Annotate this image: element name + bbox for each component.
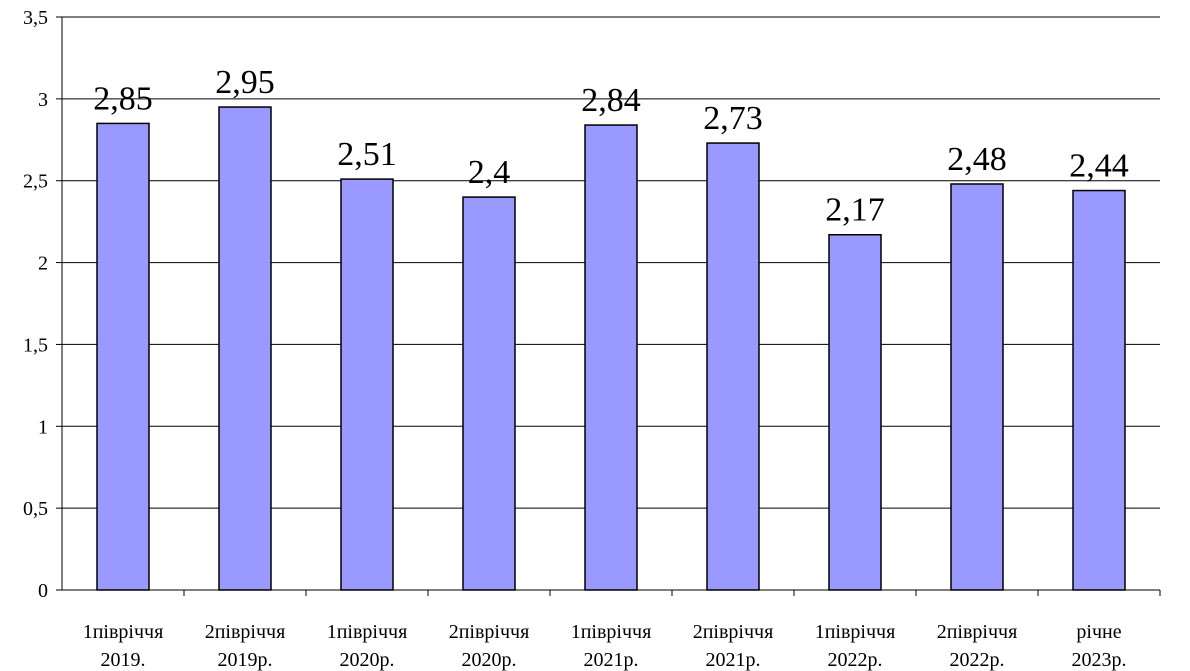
x-category-label: 2020р. <box>340 649 395 671</box>
data-label: 2,48 <box>947 141 1007 178</box>
y-tick-label: 1,5 <box>23 334 48 356</box>
data-label: 2,4 <box>468 154 511 191</box>
y-tick-label: 0,5 <box>23 498 48 520</box>
x-category-label: 2півріччя <box>449 621 530 643</box>
x-category-label: 2019. <box>101 649 146 671</box>
y-tick-label: 1 <box>38 416 48 438</box>
data-label: 2,95 <box>215 64 275 101</box>
bar <box>340 178 394 591</box>
bar <box>462 196 516 591</box>
bar <box>1072 189 1126 591</box>
data-label: 2,44 <box>1069 148 1129 185</box>
x-category-label: 2півріччя <box>205 621 286 643</box>
data-label: 2,85 <box>93 80 153 117</box>
axes <box>56 16 1161 596</box>
bars <box>96 106 1126 591</box>
data-label: 2,84 <box>581 82 641 119</box>
y-tick-label: 2 <box>38 253 48 275</box>
y-tick-labels: 0 0,5 1 1,5 2 2,5 3 3,5 <box>23 7 48 602</box>
data-label: 2,17 <box>825 192 885 229</box>
x-category-label: 2021р. <box>584 649 639 671</box>
y-tick-label: 3 <box>38 89 48 111</box>
y-tick-label: 3,5 <box>23 7 48 29</box>
x-category-label: 2півріччя <box>693 621 774 643</box>
x-category-label: 2019р. <box>218 649 273 671</box>
bar <box>950 183 1004 591</box>
bar <box>706 142 760 591</box>
data-labels: 2,85 2,95 2,51 2,4 2,84 2,73 2,17 2,48 2,44 <box>93 64 1129 229</box>
bar <box>218 106 272 591</box>
bar <box>96 122 150 591</box>
x-category-label: 2021р. <box>706 649 761 671</box>
x-category-label: 1півріччя <box>83 621 164 643</box>
x-category-label: 2020р. <box>462 649 517 671</box>
bar <box>828 233 882 591</box>
x-category-label: 2023р. <box>1072 649 1127 671</box>
x-category-label: 1півріччя <box>571 621 652 643</box>
x-category-labels: 1півріччя 2019. 2півріччя 2019р. 1півріччя 20… <box>83 621 1127 671</box>
bar <box>584 124 638 591</box>
x-category-label: 2півріччя <box>937 621 1018 643</box>
data-label: 2,73 <box>703 100 763 137</box>
x-category-label: 1півріччя <box>815 621 896 643</box>
y-tick-label: 0 <box>38 580 48 602</box>
x-category-label: 2022р. <box>950 649 1005 671</box>
y-tick-label: 2,5 <box>23 171 48 193</box>
x-category-label: 1півріччя <box>327 621 408 643</box>
x-category-label: 2022р. <box>828 649 883 671</box>
x-category-label: річне <box>1076 621 1121 643</box>
data-label: 2,51 <box>337 136 397 173</box>
